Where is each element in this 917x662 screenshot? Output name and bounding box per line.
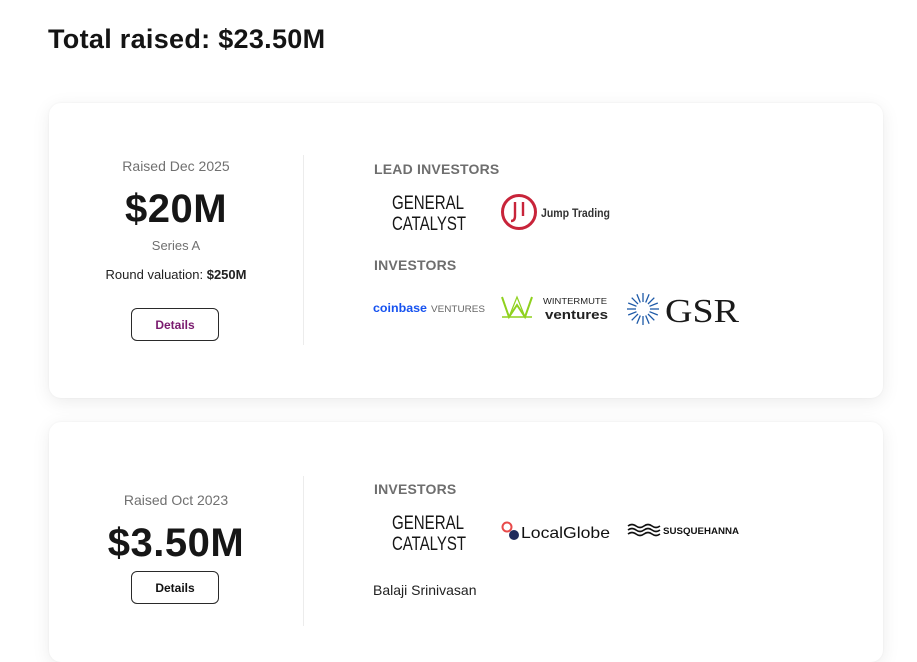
general-catalyst-line2: CATALYST (392, 214, 466, 235)
general-catalyst-line1: GENERAL (392, 193, 464, 214)
funding-round-card: Raised Dec 2025 $20M Series A Round valu… (49, 103, 883, 398)
wintermute-line2: ventures (545, 307, 608, 322)
jump-trading-logo[interactable]: Jump Trading (500, 193, 612, 233)
column-divider (303, 155, 304, 345)
susquehanna-wordmark: SUSQUEHANNA (663, 526, 740, 536)
general-catalyst-line2: CATALYST (392, 534, 466, 555)
column-divider (303, 476, 304, 626)
page-title: Total raised: $23.50M (48, 24, 326, 54)
wintermute-ventures-logo[interactable]: WINTERMUTE ventures (500, 293, 612, 323)
general-catalyst-logo[interactable]: GENERAL CATALYST (392, 191, 468, 235)
coinbase-word: coinbase (373, 301, 427, 315)
susquehanna-logo[interactable]: SUSQUEHANNA (627, 523, 741, 537)
raised-date: Raised Oct 2023 (123, 492, 229, 508)
funding-round-card: Raised Oct 2023 $3.50M Details INVESTORS… (49, 422, 883, 662)
investors-label: INVESTORS (374, 481, 457, 497)
gsr-wordmark: GSR (665, 293, 739, 327)
localglobe-logo[interactable]: LocalGlobe (501, 520, 613, 544)
details-button[interactable]: Details (131, 308, 219, 341)
jump-trading-wordmark: Jump Trading (541, 206, 610, 220)
round-amount: $3.50M (107, 521, 245, 565)
general-catalyst-logo[interactable]: GENERAL CATALYST (392, 511, 468, 555)
general-catalyst-line1: GENERAL (392, 513, 464, 534)
wintermute-line1: WINTERMUTE (543, 296, 607, 306)
lead-investors-label: LEAD INVESTORS (374, 161, 500, 177)
round-series: Series A (151, 238, 201, 253)
coinbase-suffix: VENTURES (431, 304, 485, 314)
round-valuation: Round valuation: $250M (49, 267, 303, 282)
gsr-logo[interactable]: GSR (627, 291, 741, 327)
raised-date: Raised Dec 2025 (122, 158, 230, 174)
round-amount: $20M (124, 187, 228, 231)
angel-investor-name[interactable]: Balaji Srinivasan (373, 582, 477, 598)
coinbase-ventures-logo[interactable]: coinbase VENTURES (373, 299, 487, 317)
localglobe-wordmark: LocalGlobe (521, 525, 610, 542)
valuation-label: Round valuation: (105, 267, 207, 282)
investors-label: INVESTORS (374, 257, 457, 273)
details-button[interactable]: Details (131, 571, 219, 604)
valuation-value: $250M (206, 267, 247, 282)
